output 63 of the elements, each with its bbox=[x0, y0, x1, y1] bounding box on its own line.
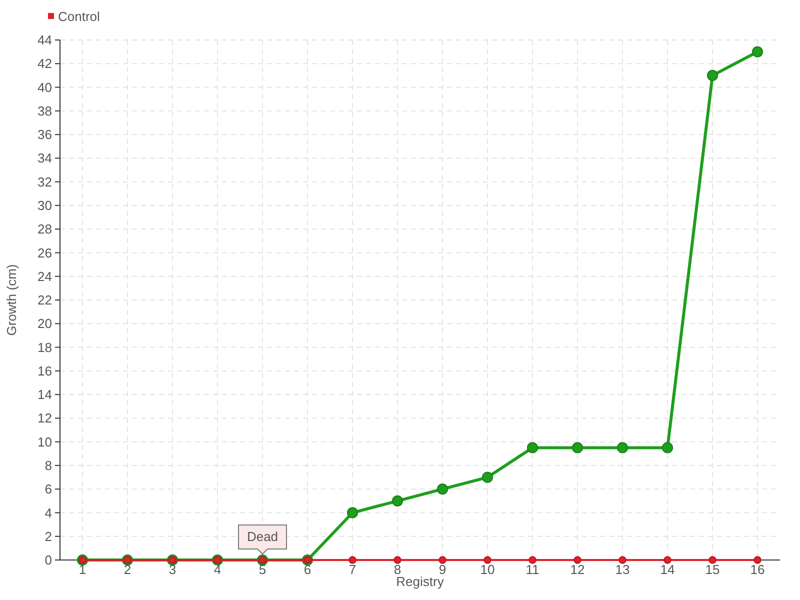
x-tick-label: 16 bbox=[750, 562, 765, 577]
point bbox=[754, 556, 762, 564]
y-tick-label: 14 bbox=[38, 387, 52, 402]
y-tick-label: 10 bbox=[38, 434, 52, 450]
x-tick-label: 9 bbox=[438, 562, 446, 577]
x-tick-label: 12 bbox=[570, 562, 585, 577]
point bbox=[708, 556, 716, 564]
y-tick-label: 34 bbox=[38, 150, 52, 166]
y-tick-label: 12 bbox=[38, 410, 52, 426]
y-tick-label: 44 bbox=[38, 32, 52, 48]
point bbox=[482, 472, 494, 483]
point bbox=[348, 556, 356, 564]
x-tick-label: 4 bbox=[214, 562, 222, 577]
y-tick-label: 20 bbox=[38, 316, 52, 332]
point bbox=[528, 556, 536, 564]
point bbox=[394, 556, 402, 564]
x-tick-label: 14 bbox=[660, 562, 675, 577]
y-tick-label: 24 bbox=[38, 268, 52, 284]
y-tick-label: 28 bbox=[38, 222, 52, 237]
y-tick-label: 0 bbox=[44, 552, 52, 568]
y-tick-label: 30 bbox=[38, 198, 52, 214]
x-tick-label: 11 bbox=[526, 562, 540, 577]
point bbox=[618, 556, 626, 564]
point bbox=[574, 556, 582, 564]
y-tick-label: 36 bbox=[38, 127, 52, 142]
point bbox=[752, 46, 764, 58]
x-tick-label: 5 bbox=[258, 562, 266, 577]
x-tick-label: 3 bbox=[168, 562, 176, 577]
point bbox=[662, 442, 674, 454]
point bbox=[616, 442, 628, 454]
y-tick-label: 40 bbox=[38, 80, 52, 95]
y-tick-label: 16 bbox=[38, 363, 52, 378]
x-tick-label: 10 bbox=[480, 562, 495, 577]
point bbox=[706, 70, 718, 81]
y-tick-label: 4 bbox=[44, 505, 52, 520]
y-tick-label: 22 bbox=[38, 292, 52, 308]
x-tick-label: 6 bbox=[304, 562, 312, 577]
point bbox=[436, 484, 448, 495]
x-tick-label: 13 bbox=[615, 562, 630, 577]
y-tick-label: 26 bbox=[38, 245, 52, 260]
x-tick-label: 8 bbox=[394, 562, 402, 577]
y-tick-label: 6 bbox=[44, 482, 52, 497]
y-tick-label: 42 bbox=[38, 56, 52, 72]
x-tick-label: 1 bbox=[78, 562, 86, 577]
y-tick-label: 38 bbox=[38, 103, 52, 118]
point bbox=[392, 495, 404, 506]
legend-label: Control bbox=[58, 9, 100, 24]
annotation: Dead bbox=[246, 529, 278, 544]
x-axis-title: Registry bbox=[396, 574, 444, 589]
y-tick-label: 2 bbox=[44, 528, 52, 544]
point bbox=[346, 507, 358, 518]
point bbox=[526, 442, 538, 454]
y-axis-title: Growth (cm) bbox=[4, 264, 19, 336]
y-tick-label: 18 bbox=[38, 340, 52, 355]
point bbox=[664, 556, 672, 564]
x-tick-label: 7 bbox=[348, 562, 356, 577]
x-tick-label: 2 bbox=[124, 562, 132, 577]
point bbox=[572, 442, 584, 454]
point bbox=[484, 556, 492, 564]
y-tick-label: 8 bbox=[44, 458, 52, 474]
point bbox=[438, 556, 446, 564]
y-tick-label: 32 bbox=[38, 174, 52, 190]
x-tick-label: 15 bbox=[705, 562, 720, 577]
